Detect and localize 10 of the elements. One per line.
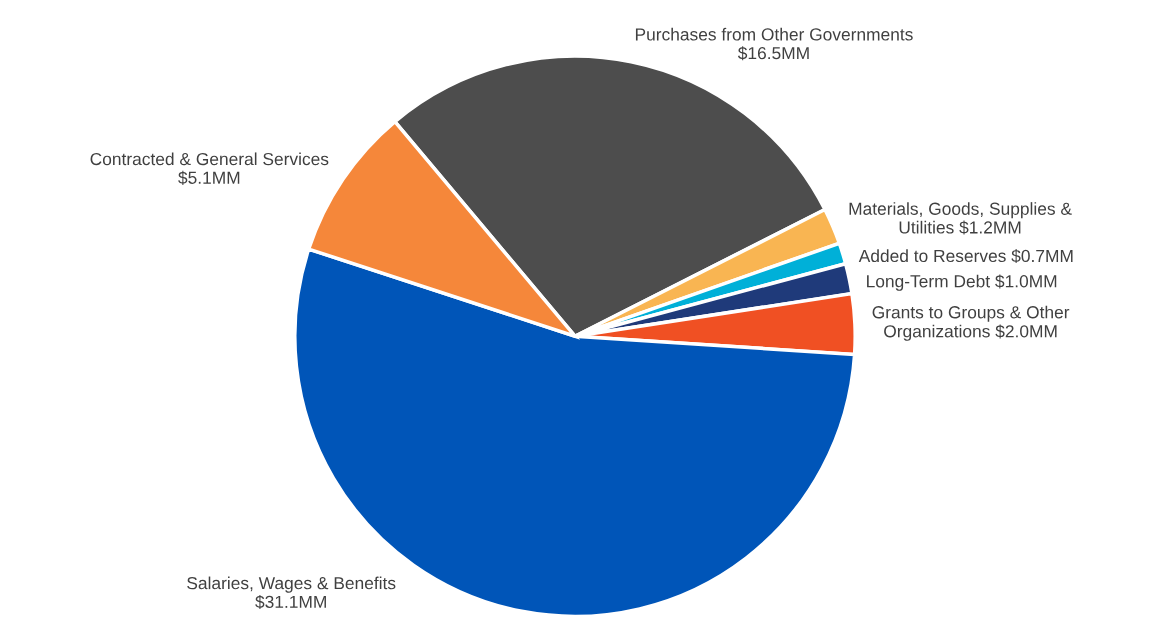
slice-label: Materials, Goods, Supplies & Utilities $1.2MM xyxy=(849,202,1072,235)
slice-label: Added to Reserves $0.7MM xyxy=(858,249,1073,264)
slice-label: Contracted & General Services xyxy=(90,152,329,166)
slice-label: Salaries, Wages & Benefits xyxy=(187,576,396,593)
data-label: $16.5MM xyxy=(737,46,809,61)
slice-label: Grants to Groups & Other Organizations $2.0MM xyxy=(872,305,1070,341)
slice-label: Purchases from Other Governments xyxy=(635,27,913,41)
data-label: $31.1MM xyxy=(255,594,326,610)
data-label: $5.1MM xyxy=(178,170,240,185)
slice-label: Long-Term Debt $1.0MM xyxy=(867,274,1057,291)
